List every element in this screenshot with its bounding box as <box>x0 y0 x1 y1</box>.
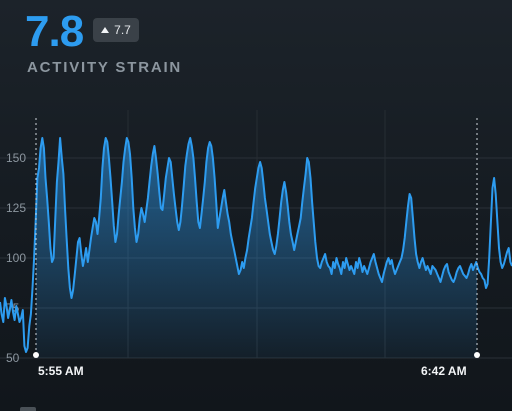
y-tick-label: 50 <box>6 351 20 365</box>
start-marker-dot[interactable] <box>33 352 39 358</box>
start-time-label: 5:55 AM <box>38 364 84 378</box>
activity-strain-label: ACTIVITY STRAIN <box>27 59 183 76</box>
strain-score: 7.8 <box>25 7 84 56</box>
end-time-label: 6:42 AM <box>421 364 467 378</box>
triangle-up-icon <box>101 27 110 33</box>
end-marker-dot[interactable] <box>474 352 480 358</box>
strain-delta-badge: 7.7 <box>93 18 139 42</box>
y-tick-label: 100 <box>6 251 26 265</box>
y-tick-label: 150 <box>6 151 26 165</box>
strain-delta-value: 7.7 <box>114 23 131 37</box>
scroll-indicator[interactable] <box>20 407 36 411</box>
heart-rate-line <box>0 137 512 353</box>
active-area-fill <box>36 138 477 358</box>
y-tick-label: 125 <box>6 201 26 215</box>
